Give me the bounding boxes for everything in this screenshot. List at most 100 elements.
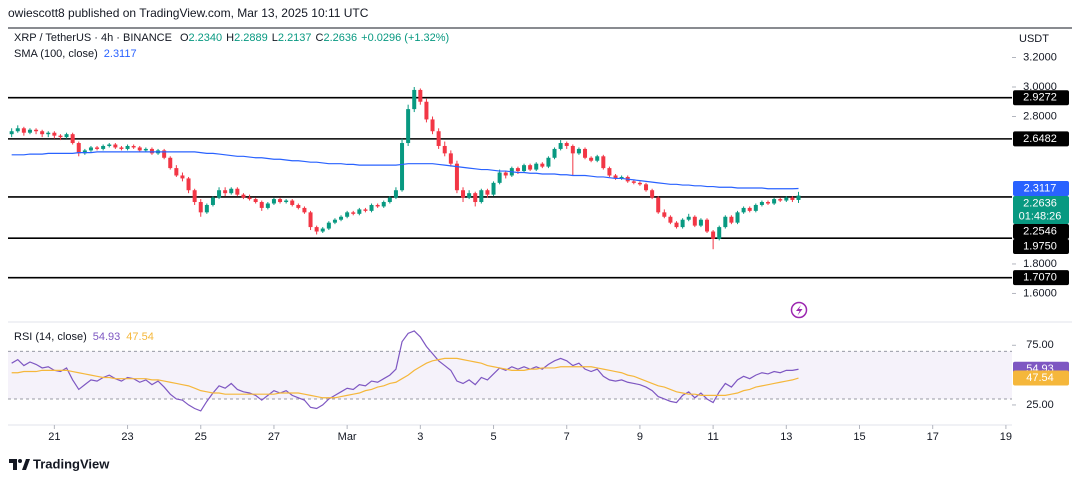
candle-body	[448, 153, 453, 164]
candle-body	[101, 145, 106, 149]
candle-body	[790, 197, 795, 200]
candle-body	[326, 222, 331, 229]
candle-body	[534, 163, 539, 170]
candle-body	[442, 145, 447, 154]
candle-body	[650, 190, 655, 198]
x-tick-label: 7	[564, 431, 570, 443]
y-tick-label: 2.8000	[1023, 110, 1057, 122]
level-label: 2.6482	[1023, 133, 1057, 145]
candle-body	[766, 202, 771, 204]
brand-logo	[9, 459, 30, 470]
candle-body	[278, 199, 283, 203]
rsi-legend-value: 47.54	[126, 331, 154, 343]
candle-body	[58, 135, 63, 138]
candle-body	[180, 175, 185, 179]
level-label-box	[1013, 223, 1069, 239]
candle-body	[680, 219, 685, 228]
candle-body	[339, 216, 344, 220]
candle-body	[229, 188, 234, 194]
symbol-legend: XRP / TetherUS · 4h · BINANCE O2.2340 H2.2…	[14, 32, 449, 44]
level-label: 2.9272	[1023, 92, 1057, 104]
candle-body	[113, 144, 118, 148]
x-tick-label: 23	[121, 431, 133, 443]
currency-label: USDT	[1019, 33, 1049, 45]
sma-legend: SMA (100, close) 2.3117	[14, 48, 137, 60]
candle-body	[515, 168, 520, 172]
candle-body	[21, 128, 26, 133]
y-tick-label: 1.6000	[1023, 287, 1057, 299]
x-tick-label: 25	[195, 431, 207, 443]
candle-body	[753, 204, 758, 211]
candle-body	[95, 147, 100, 149]
level-label-box	[1013, 270, 1069, 286]
level-label-box	[1013, 90, 1069, 106]
level-label-box	[1013, 238, 1069, 254]
rsi-ma-line	[11, 357, 799, 399]
rsi-value-label: 47.54	[1026, 372, 1054, 384]
candle-body	[454, 163, 459, 191]
candle-body	[729, 216, 734, 223]
candle-body	[564, 143, 569, 146]
candle-body	[143, 148, 148, 151]
candle-body	[711, 231, 716, 239]
level-label: 1.9750	[1023, 240, 1057, 252]
candle-body	[705, 219, 710, 232]
candle-body	[131, 145, 136, 148]
candle-body	[503, 172, 508, 176]
candle-body	[723, 216, 728, 228]
level-label-box	[1013, 131, 1069, 147]
rsi-legend-value: 54.93	[93, 331, 121, 343]
x-tick-label: 3	[417, 431, 423, 443]
candle-body	[583, 148, 588, 158]
rsi-tick-label: 25.00	[1026, 399, 1054, 411]
ohlc-value: 2.2636	[324, 32, 358, 44]
x-tick-label: 9	[637, 431, 643, 443]
publisher-line: owiescott8 published on TradingView.com,…	[8, 6, 369, 20]
candle-body	[692, 216, 697, 226]
candle-body	[186, 178, 191, 191]
candle-body	[393, 190, 398, 198]
candle-body	[82, 150, 87, 154]
candle-body	[589, 157, 594, 161]
alert-icon	[790, 301, 808, 319]
candle-body	[34, 129, 39, 132]
candle-body	[631, 181, 636, 183]
candle-body	[363, 209, 368, 211]
candle-body	[778, 199, 783, 201]
candle-body	[308, 212, 313, 228]
rsi-value-box	[1013, 370, 1069, 386]
x-tick-label: 17	[927, 431, 939, 443]
candle-body	[15, 128, 20, 132]
candle-body	[412, 89, 417, 110]
candle-body	[70, 134, 75, 144]
candle-body	[387, 197, 392, 203]
x-tick-label: 21	[48, 431, 60, 443]
candle-body	[314, 227, 319, 232]
candle-body	[601, 156, 606, 169]
candle-body	[637, 182, 642, 185]
logo-part	[18, 459, 22, 463]
y-tick-label: 3.2000	[1023, 51, 1057, 63]
candle-body	[619, 176, 624, 179]
candle-body	[302, 207, 307, 213]
alert-circle	[790, 301, 808, 319]
candle-body	[436, 131, 441, 146]
candle-body	[735, 212, 740, 223]
candle-body	[418, 89, 423, 102]
candle-body	[424, 101, 429, 120]
candle-body	[686, 216, 691, 220]
candle-body	[668, 216, 673, 223]
candle-body	[491, 182, 496, 195]
candle-body	[265, 203, 270, 208]
candle-body	[271, 199, 276, 204]
candle-body	[644, 184, 649, 191]
candle-body	[741, 207, 746, 213]
candle-body	[497, 172, 502, 183]
rsi-title: RSI (14, close)	[14, 331, 87, 343]
candle-body	[149, 148, 154, 154]
candle-body	[717, 227, 722, 239]
candle-body	[662, 212, 667, 217]
